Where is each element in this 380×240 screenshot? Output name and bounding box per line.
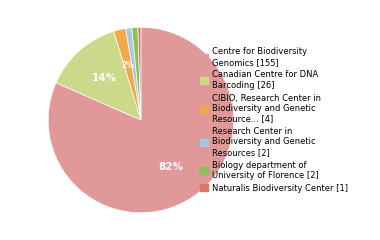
Text: 14%: 14% bbox=[91, 73, 117, 84]
Wedge shape bbox=[138, 27, 141, 120]
Text: 82%: 82% bbox=[159, 162, 184, 172]
Wedge shape bbox=[114, 29, 141, 120]
Wedge shape bbox=[48, 27, 234, 213]
Text: 2%: 2% bbox=[122, 61, 135, 70]
Wedge shape bbox=[126, 28, 141, 120]
Wedge shape bbox=[132, 27, 141, 120]
Wedge shape bbox=[56, 31, 141, 120]
Legend: Centre for Biodiversity
Genomics [155], Canadian Centre for DNA
Barcoding [26], : Centre for Biodiversity Genomics [155], … bbox=[200, 47, 348, 193]
